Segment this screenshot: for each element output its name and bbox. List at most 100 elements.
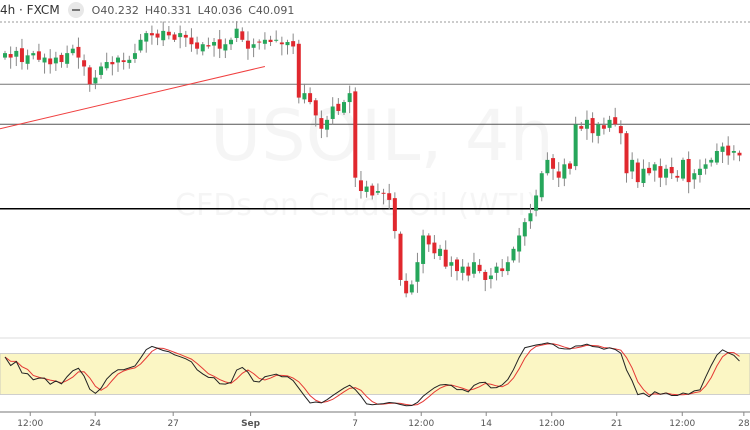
candle-body [313, 100, 318, 116]
chart-header: 4h · FXCM O40.232 H40.331 L40.036 C40.09… [0, 2, 294, 18]
candle-body [709, 159, 714, 163]
candle-body [590, 118, 595, 134]
candle-body [245, 40, 250, 49]
candle-body [347, 93, 352, 103]
x-tick-label: 12:00 [539, 419, 565, 429]
candle-body [556, 171, 561, 178]
candle-body [42, 57, 47, 63]
candle-body [500, 268, 505, 272]
candle-body [539, 173, 544, 198]
candle-body [641, 168, 646, 184]
candle-body [82, 60, 87, 67]
x-tick-label: 21 [611, 419, 622, 429]
candle-body [522, 222, 527, 237]
candle-body [455, 259, 459, 272]
candle-body [229, 39, 233, 45]
x-tick-label: 7 [352, 419, 358, 429]
candle-body [392, 198, 397, 232]
candle-body [48, 58, 53, 65]
candle-body [234, 28, 239, 39]
candle-body [325, 119, 330, 130]
trendline [0, 65, 266, 130]
candle-body [703, 164, 708, 169]
candle-body [291, 41, 296, 47]
low-value: L40.036 [197, 3, 243, 17]
candle-body [76, 46, 81, 58]
x-tick-label: 12:00 [669, 419, 695, 429]
candle-body [635, 162, 640, 183]
candle-body [630, 159, 635, 172]
candle-body [200, 44, 205, 52]
candle-body [19, 48, 24, 63]
symbol-interval: 4h · FXCM [0, 3, 60, 17]
candle-body [138, 39, 143, 51]
x-tick-label: 14 [480, 419, 492, 429]
candle-body [302, 93, 307, 100]
candle-body [579, 126, 584, 129]
candle-body [381, 192, 386, 194]
candle-body [545, 159, 550, 174]
collapse-button[interactable] [67, 2, 84, 18]
candle-body [731, 150, 736, 153]
candle-body [398, 233, 403, 280]
candle-body [262, 39, 267, 44]
stochastic-d-line [4, 343, 740, 406]
candle-body [183, 34, 188, 38]
candle-body [8, 54, 13, 58]
candle-body [726, 145, 731, 156]
candle-body [438, 248, 443, 256]
candle-body [212, 42, 217, 46]
candle-body [568, 163, 572, 169]
candle-body [449, 262, 454, 266]
candle-body [697, 168, 702, 176]
candle-body [686, 158, 691, 183]
candle-body [240, 31, 245, 40]
x-tick-label: 12:00 [17, 419, 43, 429]
candle-body [494, 266, 499, 273]
candle-body [664, 168, 669, 178]
candle-body [692, 173, 697, 180]
x-tick-label: 24 [89, 419, 101, 429]
x-tick-label: 12:00 [408, 419, 434, 429]
candle-body [206, 45, 211, 47]
candle-body [155, 33, 160, 38]
candle-body [647, 167, 652, 174]
candle-body [584, 119, 589, 129]
candle-body [426, 235, 431, 245]
candle-body [613, 117, 618, 125]
candle-body [251, 44, 256, 48]
candle-body [59, 54, 64, 63]
candle-body [144, 33, 149, 42]
candle-body [387, 193, 392, 200]
candle-body [364, 186, 369, 192]
open-value: O40.232 [91, 3, 139, 17]
candle-body [319, 118, 324, 129]
candle-body [669, 166, 674, 174]
x-tick-label: 27 [167, 419, 178, 429]
candle-body [53, 57, 58, 64]
candle-body [409, 284, 414, 293]
candle-body [658, 166, 663, 178]
x-tick-label: 28 [738, 419, 750, 429]
close-value: C40.091 [248, 3, 295, 17]
candle-body [342, 102, 346, 113]
candle-body [607, 119, 612, 128]
candle-body [99, 66, 104, 75]
candle-body [14, 50, 19, 57]
candle-body [104, 62, 109, 69]
candle-body [257, 41, 262, 43]
candle-body [336, 103, 341, 111]
ohlc-readout: O40.232 H40.331 L40.036 C40.091 [92, 4, 295, 17]
oscillator-band [0, 353, 750, 395]
candle-body [483, 271, 488, 280]
candle-body [443, 249, 448, 267]
candle-body [511, 248, 516, 261]
candle-body [31, 53, 36, 56]
candle-body [720, 146, 725, 152]
candle-body [87, 67, 92, 85]
candle-body [353, 91, 358, 178]
candle-body [189, 37, 194, 45]
candle-body [161, 30, 166, 41]
candle-body [36, 51, 41, 60]
